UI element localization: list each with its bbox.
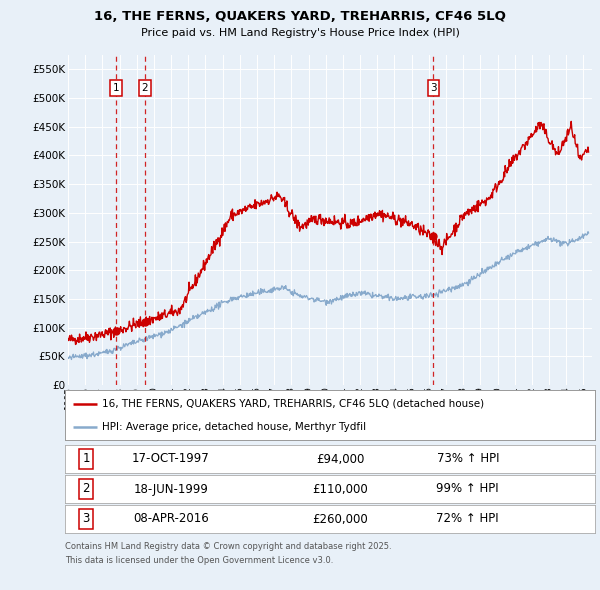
- Text: £94,000: £94,000: [316, 453, 365, 466]
- Text: 08-APR-2016: 08-APR-2016: [133, 513, 209, 526]
- Text: 1: 1: [113, 83, 119, 93]
- Text: 73% ↑ HPI: 73% ↑ HPI: [437, 453, 499, 466]
- Text: 16, THE FERNS, QUAKERS YARD, TREHARRIS, CF46 5LQ (detached house): 16, THE FERNS, QUAKERS YARD, TREHARRIS, …: [102, 398, 484, 408]
- Text: 17-OCT-1997: 17-OCT-1997: [132, 453, 210, 466]
- Text: £110,000: £110,000: [313, 483, 368, 496]
- Text: 72% ↑ HPI: 72% ↑ HPI: [436, 513, 499, 526]
- Text: Price paid vs. HM Land Registry's House Price Index (HPI): Price paid vs. HM Land Registry's House …: [140, 28, 460, 38]
- Text: Contains HM Land Registry data © Crown copyright and database right 2025.: Contains HM Land Registry data © Crown c…: [65, 542, 392, 551]
- Text: 1: 1: [82, 453, 90, 466]
- Text: £260,000: £260,000: [313, 513, 368, 526]
- Text: 3: 3: [83, 513, 90, 526]
- Text: 2: 2: [142, 83, 148, 93]
- Text: This data is licensed under the Open Government Licence v3.0.: This data is licensed under the Open Gov…: [65, 556, 334, 565]
- Text: 3: 3: [430, 83, 437, 93]
- Text: 99% ↑ HPI: 99% ↑ HPI: [436, 483, 499, 496]
- Text: HPI: Average price, detached house, Merthyr Tydfil: HPI: Average price, detached house, Mert…: [102, 421, 366, 431]
- Text: 2: 2: [82, 483, 90, 496]
- Text: 16, THE FERNS, QUAKERS YARD, TREHARRIS, CF46 5LQ: 16, THE FERNS, QUAKERS YARD, TREHARRIS, …: [94, 10, 506, 23]
- Text: 18-JUN-1999: 18-JUN-1999: [134, 483, 208, 496]
